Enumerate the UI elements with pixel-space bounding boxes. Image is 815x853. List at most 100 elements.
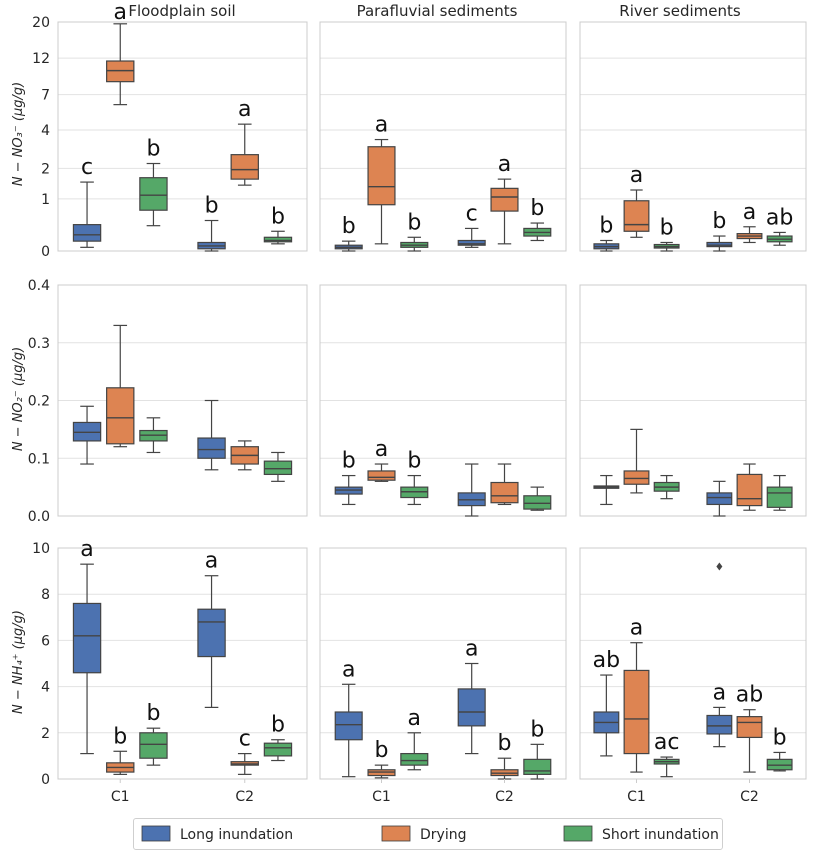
- significance-letter: a: [630, 163, 643, 188]
- y-label-ammonium: N − NH₄⁺ (µg/g): [11, 610, 26, 714]
- significance-letter: ab: [766, 205, 793, 230]
- box-c2-short-inundation: b: [263, 713, 293, 762]
- legend: Long inundation Drying Short inundation: [133, 818, 723, 850]
- panel-frame: [57, 21, 308, 252]
- significance-letter: c: [239, 727, 251, 752]
- box-iqr: [139, 732, 168, 759]
- box-c2-short-inundation: b: [766, 725, 793, 772]
- panel-frame: [319, 284, 567, 517]
- box-iqr: [367, 470, 396, 481]
- y-tick-label: 0.3: [28, 336, 50, 352]
- box-c1-short-inundation: b: [653, 215, 680, 252]
- significance-letter: b: [271, 204, 285, 229]
- legend-swatch-short-inundation: [563, 825, 593, 842]
- y-tick-label: 7: [41, 88, 50, 104]
- box-c1-short-inundation: a: [400, 706, 429, 771]
- box-iqr: [263, 460, 293, 476]
- box-iqr: [490, 481, 519, 504]
- box-c1-long-inundation: a: [334, 657, 363, 778]
- box-iqr: [367, 146, 396, 206]
- box-c1-long-inundation: ab: [593, 648, 620, 757]
- box-c1-short-inundation: b: [400, 449, 429, 506]
- box-c1-long-inundation: b: [334, 449, 363, 506]
- y-tick-label: 0: [41, 772, 50, 788]
- significance-letter: b: [407, 449, 421, 474]
- box-c2-drying: [230, 440, 259, 471]
- box-iqr: [400, 752, 429, 766]
- box-c2-short-inundation: b: [523, 196, 552, 242]
- significance-letter: a: [630, 616, 643, 641]
- significance-letter: b: [342, 449, 356, 474]
- legend-swatch-drying: [381, 825, 411, 842]
- x-tick-label: C1: [111, 789, 130, 805]
- box-c1-drying: a: [106, 0, 135, 106]
- significance-letter: b: [407, 210, 421, 235]
- significance-letter: b: [271, 713, 285, 738]
- y-axis-labels: N − NO₃⁻ (µg/g) N − NO₂⁻ (µg/g) N − NH₄⁺…: [11, 82, 26, 714]
- box-iqr: [490, 187, 519, 212]
- significance-letter: ab: [593, 648, 620, 673]
- box-c1-drying: [106, 324, 135, 448]
- outlier-point: [716, 562, 723, 571]
- box-iqr: [72, 602, 102, 674]
- box-c1-drying: [623, 428, 650, 494]
- y-tick-label: 2: [41, 161, 50, 177]
- panel-frame: [579, 284, 807, 517]
- box-c1-long-inundation: c: [72, 155, 102, 248]
- x-tick-label: C2: [495, 789, 514, 805]
- legend-label-long-inundation: Long inundation: [180, 827, 293, 843]
- significance-letter: a: [408, 706, 421, 731]
- y-label-nitrate: N − NO₃⁻ (µg/g): [11, 82, 26, 186]
- box-c2-short-inundation: ab: [766, 205, 793, 246]
- box-c1-short-inundation: ac: [653, 730, 680, 778]
- box-c2-long-inundation: c: [457, 201, 486, 248]
- significance-letter: b: [113, 724, 127, 749]
- box-c1-drying: b: [367, 738, 396, 779]
- legend-label-short-inundation: Short inundation: [602, 827, 719, 843]
- panel-frame: [57, 284, 308, 517]
- column-title-parafluvial-sediments: Parafluvial sediments: [357, 2, 518, 20]
- box-c2-long-inundation: [706, 480, 733, 517]
- significance-letter: b: [498, 731, 512, 756]
- box-iqr: [230, 154, 259, 180]
- box-c1-long-inundation: [72, 405, 102, 465]
- significance-letter: b: [146, 137, 160, 162]
- box-c1-short-inundation: b: [139, 137, 168, 227]
- legend-label-drying: Drying: [420, 827, 466, 843]
- column-titles: Floodplain soil Parafluvial sediments Ri…: [128, 2, 741, 20]
- box-c2-short-inundation: [263, 451, 293, 482]
- box-c1-long-inundation: [593, 474, 620, 506]
- significance-letter: a: [498, 152, 511, 177]
- column-title-river-sediments: River sediments: [619, 2, 741, 20]
- box-iqr: [623, 200, 650, 232]
- y-label-nitrite: N − NO₂⁻ (µg/g): [11, 347, 26, 451]
- significance-letter: b: [773, 725, 787, 750]
- panel-n-no-parafluvial-sediments: bab cab: [319, 21, 567, 252]
- box-iqr: [197, 608, 226, 658]
- box-c2-short-inundation: [523, 486, 552, 511]
- box-iqr: [106, 387, 135, 445]
- box-c1-short-inundation: [653, 474, 680, 500]
- box-iqr: [457, 239, 486, 246]
- box-c2-long-inundation: [197, 399, 226, 471]
- box-iqr: [263, 236, 293, 243]
- box-c1-short-inundation: [139, 417, 168, 454]
- box-c2-short-inundation: [766, 474, 793, 511]
- significance-letter: ac: [654, 730, 680, 755]
- box-c1-long-inundation: a: [72, 537, 102, 755]
- y-tick-label: 10: [32, 541, 50, 557]
- significance-letter: a: [465, 637, 478, 662]
- y-tick-label: 20: [32, 15, 50, 31]
- box-c2-short-inundation: b: [263, 204, 293, 245]
- box-iqr: [523, 495, 552, 510]
- box-c1-drying: a: [623, 163, 650, 238]
- significance-letter: b: [205, 194, 219, 219]
- box-c2-long-inundation: b: [706, 209, 733, 252]
- y-tick-label: 0.0: [28, 509, 50, 525]
- significance-letter: a: [375, 113, 388, 138]
- y-tick-label: 0.1: [28, 451, 50, 467]
